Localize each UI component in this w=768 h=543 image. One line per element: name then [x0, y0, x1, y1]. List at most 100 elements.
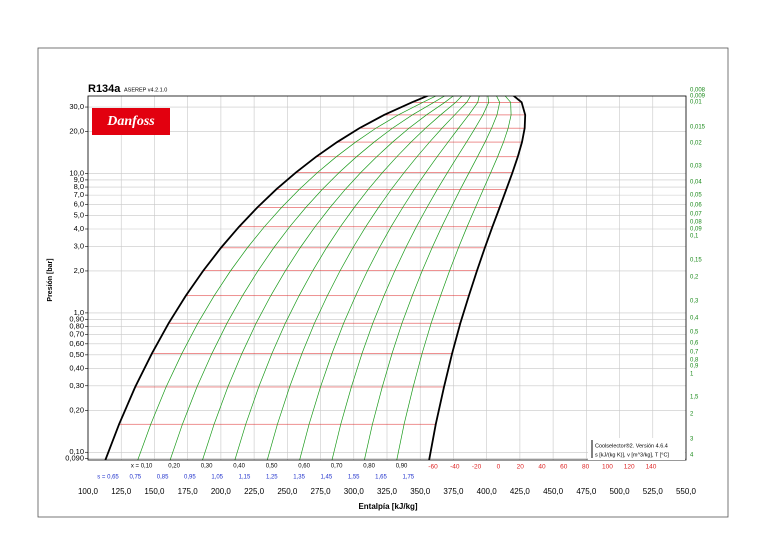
quality-label: 0,60 — [298, 464, 310, 470]
volume-label: 0,8 — [690, 358, 699, 364]
x-tick-label: 325,0 — [377, 487, 398, 496]
y-tick-label: 0,70 — [69, 329, 84, 338]
x-tick-label: 475,0 — [576, 487, 597, 496]
x-tick-label: 550,0 — [676, 487, 697, 496]
y-tick-label: 0,20 — [69, 405, 84, 414]
quality-line — [396, 96, 512, 460]
volume-label: 3 — [690, 437, 694, 443]
temperature-label: 60 — [560, 464, 568, 471]
x-tick-label: 250,0 — [277, 487, 298, 496]
x-tick-label: 375,0 — [443, 487, 464, 496]
temperature-label: 0 — [497, 464, 501, 471]
volume-label: 0,03 — [690, 164, 702, 170]
y-tick-label: 10,0 — [69, 169, 84, 178]
x-tick-label: 300,0 — [344, 487, 365, 496]
saturation-line — [428, 96, 527, 460]
y-tick-label: 0,30 — [69, 381, 84, 390]
y-tick-label: 8,0 — [74, 182, 84, 191]
volume-label: 0,6 — [690, 341, 699, 347]
y-tick-label: 0,40 — [69, 363, 84, 372]
y-tick-label: 0,80 — [69, 321, 84, 330]
volume-label: 2 — [690, 412, 694, 418]
volume-label: 0,05 — [690, 193, 702, 199]
x-tick-label: 225,0 — [244, 487, 265, 496]
temperature-label: 120 — [624, 464, 635, 471]
x-tick-label: 275,0 — [311, 487, 332, 496]
volume-label: 0,008 — [690, 88, 706, 94]
entropy-label: 0,75 — [129, 475, 141, 481]
volume-label: 0,9 — [690, 364, 699, 370]
y-tick-label: 0,090 — [65, 454, 84, 463]
page-frame — [37, 47, 729, 518]
volume-label: 0,07 — [690, 212, 702, 218]
y-axis-label: Presión [bar] — [47, 258, 54, 301]
volume-label: 4 — [690, 453, 694, 459]
volume-label: 0,3 — [690, 299, 699, 305]
temperature-label: -20 — [472, 464, 482, 471]
volume-label: 0,2 — [690, 275, 699, 281]
quality-line — [331, 96, 490, 460]
volume-label: 1,5 — [690, 395, 699, 401]
volume-label: 0,5 — [690, 330, 699, 336]
saturation-line — [104, 96, 430, 460]
volume-label: 0,02 — [690, 141, 702, 147]
logo: Danfoss — [106, 114, 155, 129]
y-tick-label: 30,0 — [69, 102, 84, 111]
volume-label: 0,7 — [690, 350, 699, 356]
quality-label: 0,90 — [396, 464, 408, 470]
note-box — [588, 438, 685, 460]
y-tick-label: 4,0 — [74, 224, 84, 233]
volume-label: 0,009 — [690, 94, 706, 100]
volume-label: 0,01 — [690, 100, 702, 106]
x-axis-label: Entalpía [kJ/kg] — [358, 502, 417, 511]
temperature-label: 20 — [517, 464, 525, 471]
x-tick-label: 450,0 — [543, 487, 564, 496]
volume-label: 0,1 — [690, 234, 699, 240]
y-tick-label: 9,0 — [74, 175, 84, 184]
x-tick-label: 500,0 — [610, 487, 631, 496]
y-tick-label: 0,10 — [69, 447, 84, 456]
y-tick-label: 2,0 — [74, 266, 84, 275]
quality-line — [202, 96, 454, 460]
chart-subtitle: ASEREP v4.2.1.0 — [124, 87, 167, 93]
y-tick-label: 0,50 — [69, 350, 84, 359]
quality-label: 0,80 — [363, 464, 375, 470]
entropy-label: 1,25 — [266, 475, 278, 481]
x-tick-label: 350,0 — [410, 487, 431, 496]
plot-frame — [87, 95, 687, 461]
quality-label: 0,70 — [331, 464, 343, 470]
quality-label: 0,30 — [201, 464, 213, 470]
volume-label: 0,4 — [690, 316, 699, 322]
x-tick-label: 150,0 — [144, 487, 165, 496]
plot-area — [104, 96, 527, 460]
note: s [kJ/(kg K)], v [m^3/kg], T [°C] — [595, 452, 669, 458]
entropy-label: 0,95 — [184, 475, 196, 481]
temperature-label: 40 — [538, 464, 546, 471]
x-tick-label: 100,0 — [78, 487, 99, 496]
y-tick-label: 5,0 — [74, 210, 84, 219]
x-tick-label: 425,0 — [510, 487, 531, 496]
entropy-label: 1,65 — [375, 475, 387, 481]
quality-label: 0,20 — [168, 464, 180, 470]
temperature-label: 80 — [582, 464, 590, 471]
entropy-label: 1,75 — [402, 475, 414, 481]
volume-label: 0,09 — [690, 227, 702, 233]
y-tick-label: 0,90 — [69, 314, 84, 323]
quality-line — [234, 96, 463, 460]
chart-title: R134a — [88, 83, 121, 95]
y-tick-label: 7,0 — [74, 190, 84, 199]
entropy-label: 0,85 — [157, 475, 169, 481]
temperature-label: 140 — [646, 464, 657, 471]
quality-line — [266, 96, 471, 460]
quality-label: x = 0,10 — [131, 464, 153, 470]
x-tick-label: 400,0 — [477, 487, 498, 496]
entropy-label: 1,45 — [321, 475, 333, 481]
quality-line — [299, 96, 480, 460]
entropy-label: 1,15 — [239, 475, 251, 481]
y-tick-label: 6,0 — [74, 199, 84, 208]
quality-line — [364, 96, 501, 460]
grid — [87, 96, 687, 460]
x-tick-label: 175,0 — [178, 487, 199, 496]
temperature-label: -60 — [428, 464, 438, 471]
